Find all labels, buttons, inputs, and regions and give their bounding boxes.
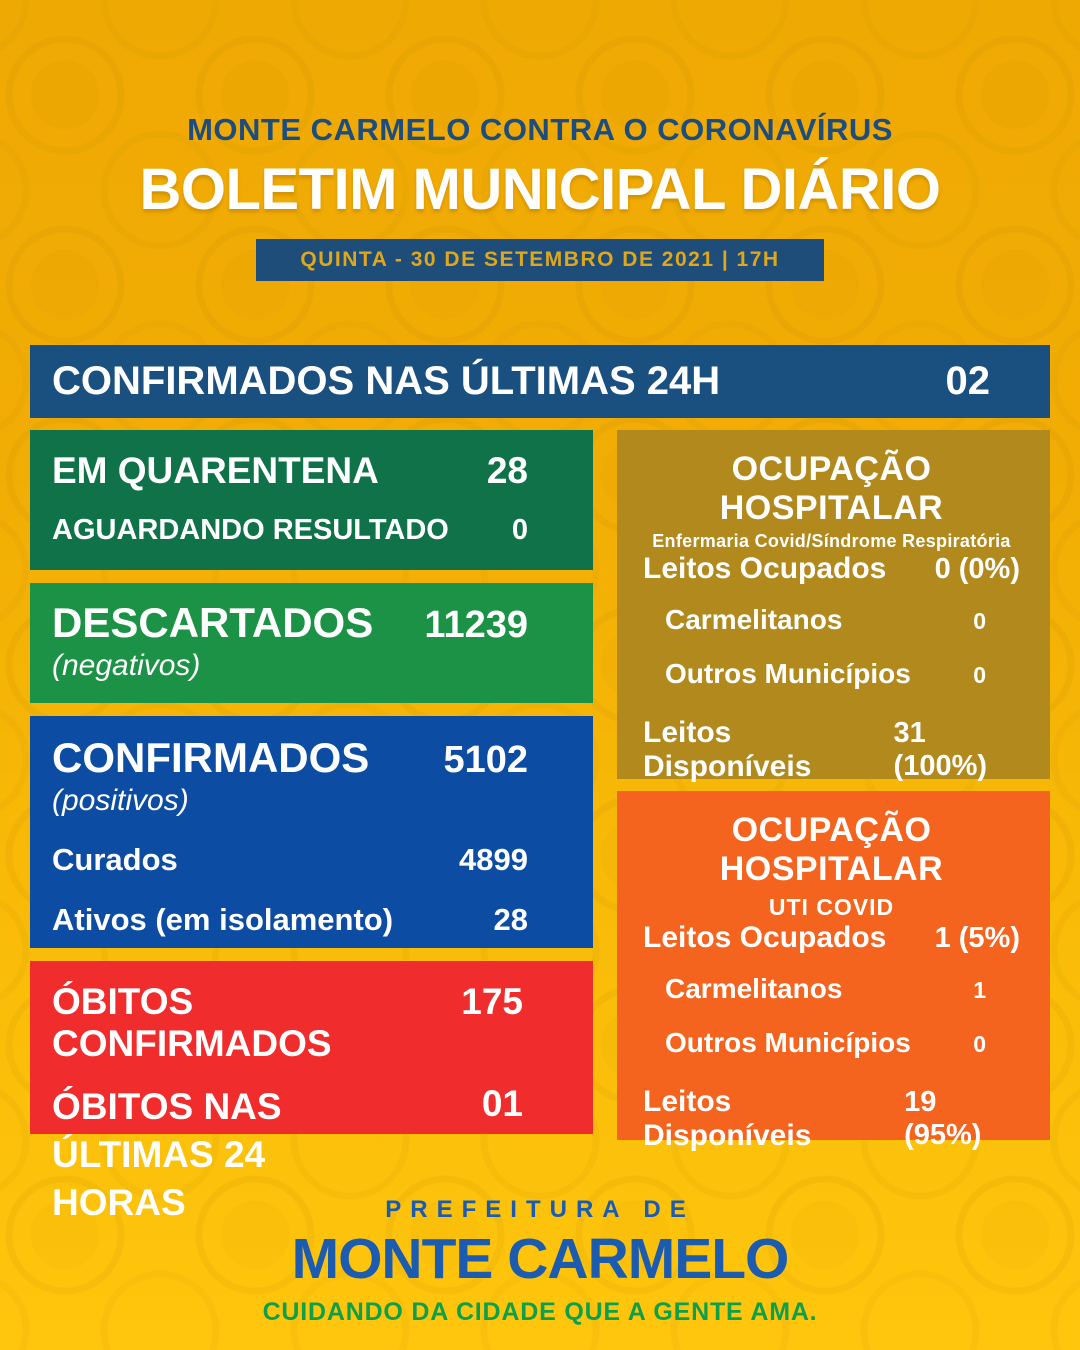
icu-occupied-value: 1 (5%)	[934, 922, 1020, 954]
discarded-label: DESCARTADOS	[52, 599, 374, 646]
awaiting-result-label: AGUARDANDO RESULTADO	[52, 514, 449, 546]
ward-occupied-value: 0 (0%)	[934, 553, 1020, 585]
left-column: EM QUARENTENA 28 AGUARDANDO RESULTADO 0 …	[30, 430, 593, 1223]
discarded-note: (negativos)	[52, 649, 201, 682]
icu-title: OCUPAÇÃO HOSPITALAR	[719, 811, 944, 888]
header-kicker: MONTE CARMELO CONTRA O CORONAVÍRUS	[187, 112, 893, 147]
main-content: CONFIRMADOS NAS ÚLTIMAS 24H 02 EM QUAREN…	[30, 345, 1050, 1223]
deaths-confirmed-value: 175	[461, 981, 523, 1022]
ward-available-label: Leitos Disponíveis	[643, 716, 812, 783]
quarantine-label: EM QUARENTENA	[52, 450, 379, 491]
page-title: BOLETIM MUNICIPAL DIÁRIO	[139, 157, 941, 222]
ward-subtitle: Enfermaria Covid/Síndrome Respiratória	[652, 531, 1011, 551]
icu-local-value: 1	[973, 977, 986, 1003]
prefeitura-label: PREFEITURA DE	[385, 1196, 695, 1223]
ward-local-label: Carmelitanos	[665, 604, 843, 635]
awaiting-result-value: 0	[511, 514, 528, 546]
icu-other-value: 0	[973, 1031, 986, 1057]
icu-other-label: Outros Municípios	[665, 1027, 911, 1058]
ward-other-value: 0	[973, 662, 986, 688]
ward-available-value: 31 (100%)	[893, 717, 988, 782]
deaths-24h-label: ÓBITOS NAS ÚLTIMAS 24 HORAS	[52, 1086, 282, 1224]
cured-value: 4899	[459, 842, 528, 877]
confirmed-24h-label: CONFIRMADOS NAS ÚLTIMAS 24H	[52, 359, 721, 403]
confirmed-card: CONFIRMADOS 5102 (positivos) Curados 489…	[30, 716, 593, 948]
ward-other-label: Outros Municípios	[665, 658, 911, 689]
icu-subtitle: UTI COVID	[768, 894, 895, 920]
city-logo-text: MONTE CARMELO	[291, 1227, 790, 1291]
header: MONTE CARMELO CONTRA O CORONAVÍRUS BOLET…	[0, 0, 1080, 281]
confirmed-24h-value: 02	[945, 359, 991, 403]
deaths-card: ÓBITOS CONFIRMADOS 175 ÓBITOS NAS ÚLTIMA…	[30, 961, 593, 1223]
confirmed-note: (positivos)	[52, 784, 189, 817]
confirmed-value: 5102	[443, 739, 528, 781]
date-banner: QUINTA - 30 DE SETEMBRO DE 2021 | 17H	[256, 239, 824, 281]
quarantine-value: 28	[486, 450, 528, 491]
discarded-value: 11239	[424, 604, 528, 646]
ward-occupied-label: Leitos Ocupados	[643, 552, 887, 585]
deaths-confirmed-label: ÓBITOS CONFIRMADOS	[52, 981, 332, 1064]
icu-occupied-label: Leitos Ocupados	[643, 921, 887, 954]
quarantine-card: EM QUARENTENA 28 AGUARDANDO RESULTADO 0	[30, 430, 593, 570]
active-label: Ativos (em isolamento)	[52, 902, 394, 937]
icu-available-label: Leitos Disponíveis	[643, 1085, 812, 1152]
icu-available-value: 19 (95%)	[904, 1086, 982, 1151]
right-column: OCUPAÇÃO HOSPITALAR Enfermaria Covid/Sín…	[617, 430, 1050, 1152]
city-tagline: CUIDANDO DA CIDADE QUE A GENTE AMA.	[262, 1298, 818, 1326]
cured-label: Curados	[52, 842, 178, 877]
ward-local-value: 0	[973, 608, 986, 634]
deaths-24h-value: 01	[481, 1083, 523, 1124]
hospital-ward-card: OCUPAÇÃO HOSPITALAR Enfermaria Covid/Sín…	[617, 430, 1050, 783]
confirmed-24h-bar: CONFIRMADOS NAS ÚLTIMAS 24H 02	[30, 345, 1050, 418]
hospital-icu-card: OCUPAÇÃO HOSPITALAR UTI COVID Leitos Ocu…	[617, 791, 1050, 1152]
icu-local-label: Carmelitanos	[665, 973, 843, 1004]
ward-title: OCUPAÇÃO HOSPITALAR	[719, 450, 944, 527]
footer: PREFEITURA DE MONTE CARMELO CUIDANDO DA …	[0, 1196, 1080, 1327]
confirmed-label: CONFIRMADOS	[52, 734, 370, 781]
active-value: 28	[493, 902, 528, 937]
discarded-card: DESCARTADOS 11239 (negativos)	[30, 583, 593, 703]
